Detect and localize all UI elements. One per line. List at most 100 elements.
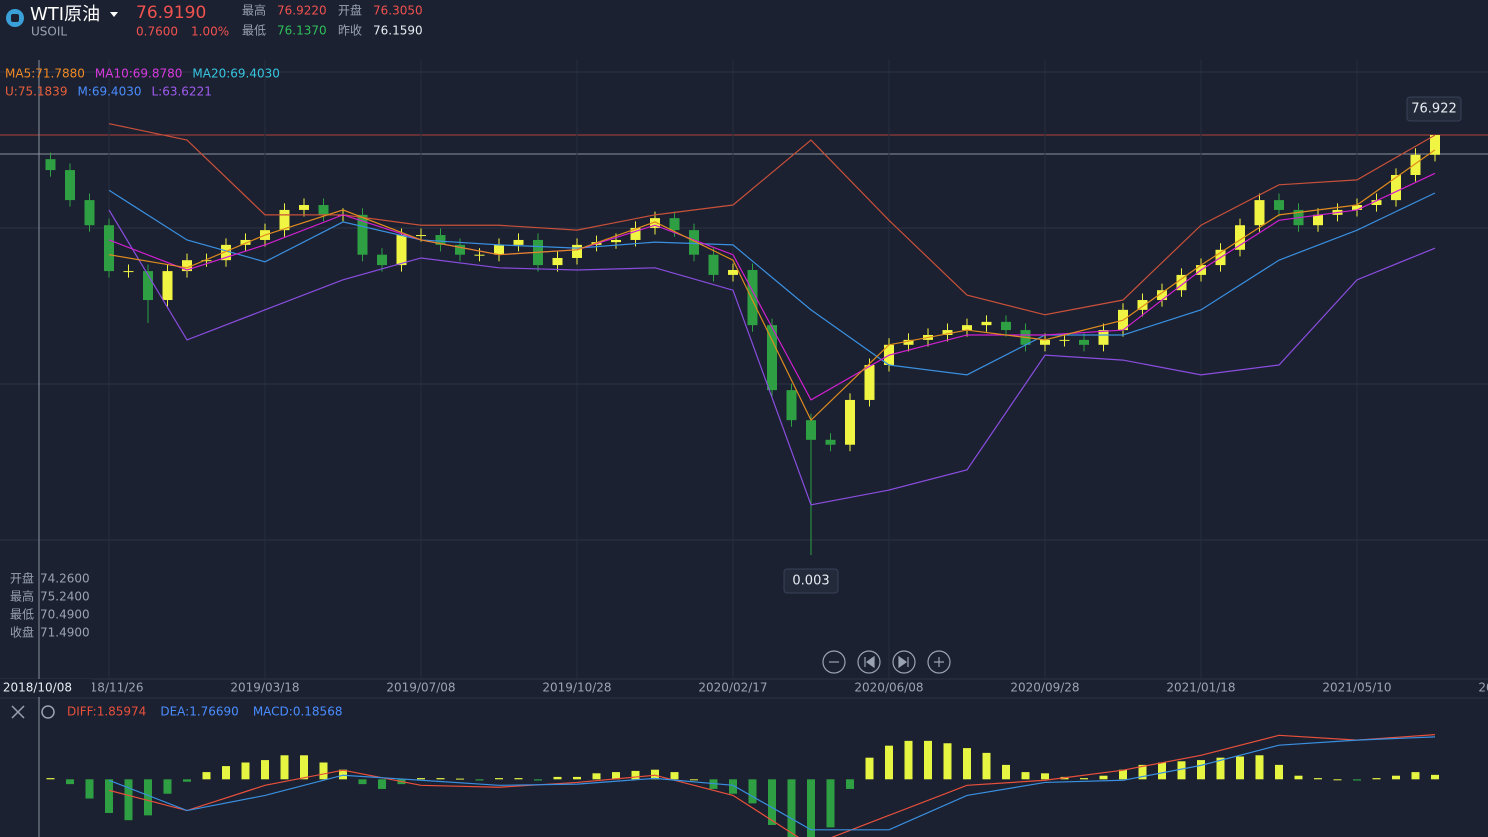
macd-bar — [651, 769, 659, 780]
candle-body — [357, 214, 368, 255]
info-value: 74.2600 — [40, 572, 90, 586]
scroll-end[interactable] — [892, 650, 916, 674]
macd-bar — [904, 740, 913, 780]
macd-bar — [1275, 764, 1283, 780]
overlay-texts: 最高 76.9220 开盘 76.3050 最低 76.1370 昨收 76.1590 MA5:… — [0, 3, 1488, 719]
candle-body — [611, 239, 621, 243]
macd-bar — [1002, 764, 1010, 780]
candle-body — [65, 170, 75, 201]
macd-bar — [943, 743, 952, 780]
scroll-start[interactable] — [857, 650, 881, 674]
stat-value: 76.9220 — [277, 4, 327, 18]
macd-bar — [378, 779, 386, 789]
candle-body — [981, 321, 992, 326]
x-tick-label: 2020/09/28 — [1010, 681, 1079, 695]
candle-body — [1235, 225, 1245, 250]
zoom-out[interactable] — [822, 650, 846, 674]
zoom-in[interactable] — [927, 650, 951, 674]
macd-bar — [495, 778, 503, 780]
symbol-name[interactable]: WTI原油 — [30, 4, 100, 25]
annotation: 0.003 — [792, 574, 829, 589]
macd-bar — [222, 766, 230, 780]
macd-bar — [1314, 778, 1322, 780]
stat-value: 76.1590 — [373, 24, 423, 38]
macd-bar — [417, 778, 425, 780]
macd-bar — [1158, 762, 1166, 780]
x-tick-label: 2021/08/30 — [1478, 681, 1488, 695]
candle-body — [1254, 200, 1265, 226]
stat-label: 最低 — [242, 24, 266, 38]
info-label: 开盘 — [10, 571, 34, 586]
macd-bar — [807, 779, 815, 837]
candle-body — [630, 227, 641, 240]
candle-body — [1040, 339, 1050, 345]
candle-body — [104, 225, 114, 272]
macd-bar — [592, 773, 601, 780]
indicator-legend: M:69.4030 — [77, 85, 141, 99]
macd-bar — [1216, 757, 1225, 780]
macd-bar — [534, 779, 542, 781]
macd-bar — [826, 779, 835, 828]
close-indicator[interactable] — [11, 705, 25, 719]
indicator-legend: U:75.1839 — [5, 85, 67, 99]
candle-body — [747, 269, 758, 326]
candle-body — [279, 209, 290, 231]
macd-line — [108, 736, 1436, 831]
info-label: 最高 — [10, 589, 34, 604]
macd-bar — [553, 776, 562, 780]
symbol-code: USOIL — [31, 25, 67, 39]
macd-bar — [670, 772, 679, 780]
macd-bar — [924, 740, 932, 780]
macd-bar — [748, 779, 757, 804]
macd-bar — [46, 778, 55, 780]
candle-body — [864, 365, 875, 400]
candle-body — [767, 325, 777, 391]
macd-bar — [339, 769, 347, 780]
symbol-icon-inner — [11, 14, 19, 22]
price: 76.9190 — [136, 3, 206, 23]
x-tick-label: 2019/03/18 — [230, 681, 299, 695]
overlay-line — [108, 209, 1436, 506]
annotation-box — [1406, 96, 1462, 122]
candle-body — [455, 244, 465, 255]
dropdown-arrow[interactable] — [110, 12, 118, 17]
macd-bar — [1353, 779, 1361, 781]
candle-body — [221, 244, 231, 261]
macd-bar — [573, 776, 581, 780]
x-tick-label: 2020/06/08 — [854, 681, 923, 695]
info-label: 收盘 — [10, 625, 34, 640]
macd-bar — [787, 779, 796, 837]
annotation: 76.922 — [1411, 102, 1457, 117]
macd-bar — [202, 772, 211, 780]
macd-bar — [300, 755, 308, 780]
macd-legend: DEA:1.76690 — [160, 705, 239, 719]
info-label: 最低 — [10, 608, 34, 622]
macd-bar — [1392, 775, 1400, 780]
candle-body — [1157, 290, 1167, 301]
overlay-line — [108, 189, 1436, 376]
x-tick-label: 2021/01/18 — [1166, 681, 1235, 695]
macd-bar — [163, 779, 172, 794]
candle-body — [786, 390, 797, 421]
indicator-legend: MA10:69.8780 — [95, 67, 183, 81]
candle-body — [435, 235, 446, 245]
change: 0.7600 — [136, 25, 178, 39]
candle-body — [494, 244, 504, 255]
indicator-settings[interactable] — [41, 705, 55, 719]
macd-bar — [1372, 778, 1381, 780]
macd-bar — [631, 770, 640, 780]
candle-body — [552, 257, 563, 266]
macd-bar — [768, 779, 776, 825]
macd-bar — [885, 745, 893, 780]
macd-bar — [85, 779, 94, 799]
macd-bar — [358, 779, 367, 785]
overlay-line — [108, 172, 1436, 401]
indicator-legend: MA20:69.4030 — [192, 67, 280, 81]
macd-bar — [1294, 775, 1303, 780]
candle-body — [1098, 330, 1109, 345]
candle-body — [572, 244, 582, 258]
overlay-line — [108, 149, 1436, 422]
macd-bar — [963, 748, 971, 780]
candle-body — [84, 200, 95, 226]
